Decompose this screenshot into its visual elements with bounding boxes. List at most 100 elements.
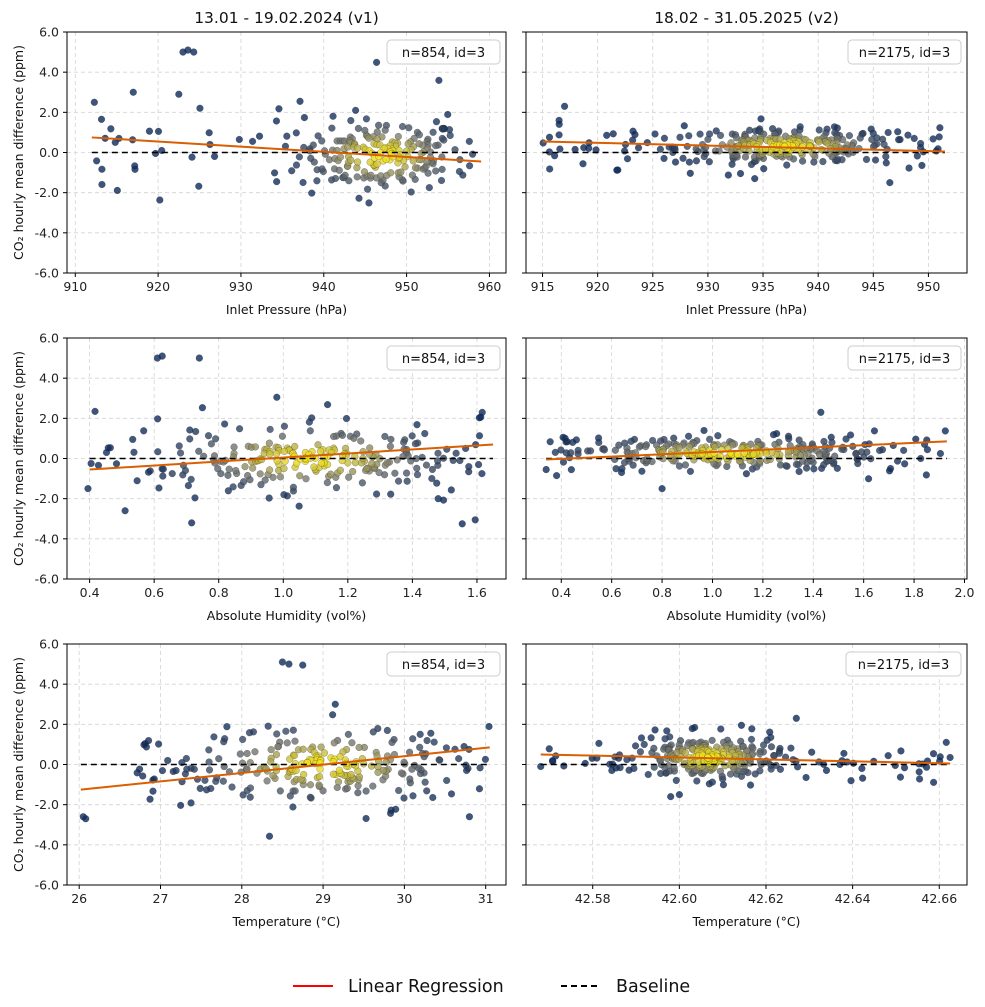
data-point (240, 478, 248, 486)
data-point (341, 171, 349, 179)
data-point (289, 803, 297, 811)
y-axis-label: CO₂ hourly mean difference (ppm) (11, 45, 26, 260)
data-point (481, 755, 489, 763)
data-point (308, 189, 316, 197)
data-point (186, 435, 194, 443)
x-tick-label: 42.58 (575, 891, 611, 906)
data-point (913, 152, 921, 160)
data-point (679, 154, 687, 162)
x-tick-label: 1.4 (803, 585, 823, 600)
data-point (421, 778, 429, 786)
data-point (595, 438, 603, 447)
data-point (224, 471, 232, 479)
data-point (746, 781, 755, 789)
data-point (347, 116, 355, 125)
data-point (291, 787, 299, 795)
data-point (407, 188, 415, 196)
data-point (579, 160, 587, 168)
data-point (244, 472, 252, 480)
x-tick-label: 0.8 (209, 585, 229, 600)
data-point (113, 186, 121, 195)
annotation-text: n=2175, id=3 (859, 46, 951, 61)
data-point (145, 127, 154, 135)
annotation-box (386, 651, 501, 677)
data-point (609, 130, 617, 138)
data-point (347, 770, 355, 779)
data-point (915, 775, 924, 783)
data-point (581, 759, 589, 767)
data-point (375, 469, 383, 477)
x-tick-label: 42.60 (661, 891, 697, 906)
data-point (204, 432, 213, 440)
data-point (640, 740, 648, 749)
data-point (423, 787, 431, 795)
data-point (358, 479, 366, 487)
data-point (354, 789, 362, 797)
data-point (894, 128, 902, 136)
figure-legend: Linear Regression Baseline (293, 977, 690, 997)
data-point (696, 130, 704, 138)
x-tick-label: 945 (861, 279, 885, 294)
data-point (347, 156, 355, 164)
data-point (444, 110, 452, 119)
y-tick-label: 4.0 (39, 677, 59, 692)
data-point (603, 131, 611, 139)
data-point (205, 766, 214, 774)
data-point (139, 772, 147, 780)
y-tick-label: 4.0 (39, 371, 59, 386)
data-point (884, 752, 892, 760)
data-point (355, 743, 363, 752)
data-point (561, 102, 569, 110)
data-point (196, 784, 204, 793)
y-tick-label: 2.0 (39, 411, 59, 426)
data-point (355, 773, 364, 781)
data-point (344, 730, 352, 738)
data-point (332, 484, 341, 492)
data-point (315, 772, 324, 781)
data-point (592, 146, 600, 154)
data-point (785, 435, 793, 443)
data-point (155, 484, 163, 492)
data-point (329, 770, 337, 778)
data-point (759, 741, 768, 749)
data-point (882, 159, 890, 167)
data-point (416, 743, 424, 751)
data-point (435, 756, 443, 764)
data-point (870, 427, 879, 435)
data-point (546, 165, 554, 173)
data-point (664, 761, 673, 770)
data-point (192, 427, 200, 436)
data-point (856, 134, 864, 142)
data-point (415, 131, 423, 139)
regression-line (542, 140, 945, 153)
legend-baseline-label: Baseline (616, 977, 690, 997)
data-point (406, 775, 414, 783)
data-point (276, 787, 284, 795)
data-point (756, 750, 764, 758)
x-tick-label: 0.8 (652, 585, 672, 600)
x-tick-label: 30 (396, 891, 412, 906)
data-point (188, 519, 196, 527)
data-point (154, 127, 163, 135)
data-point (354, 124, 363, 133)
data-point (817, 408, 825, 416)
data-point (373, 58, 381, 66)
data-point (663, 727, 671, 735)
x-tick-label: 42.66 (921, 891, 957, 906)
data-point (176, 449, 185, 457)
y-ticks: -6.0 -4.0 -2.0 0.0 2.0 4.0 6.0 (35, 637, 67, 893)
data-point (357, 437, 365, 445)
data-point (815, 450, 824, 458)
data-point (688, 724, 696, 733)
data-point (205, 129, 213, 137)
data-point (941, 427, 949, 435)
y-tick-label: 2.0 (39, 105, 59, 120)
chart-panel-v2-pressure: 915 920 925 930 935 940 945 950 Inlet Pressure (… (522, 9, 968, 317)
data-point (266, 425, 274, 433)
data-point (205, 758, 213, 766)
data-point (350, 434, 358, 442)
data-point (306, 427, 314, 435)
data-point (905, 164, 913, 172)
x-tick-label: 42.64 (835, 891, 871, 906)
data-point (142, 743, 150, 751)
